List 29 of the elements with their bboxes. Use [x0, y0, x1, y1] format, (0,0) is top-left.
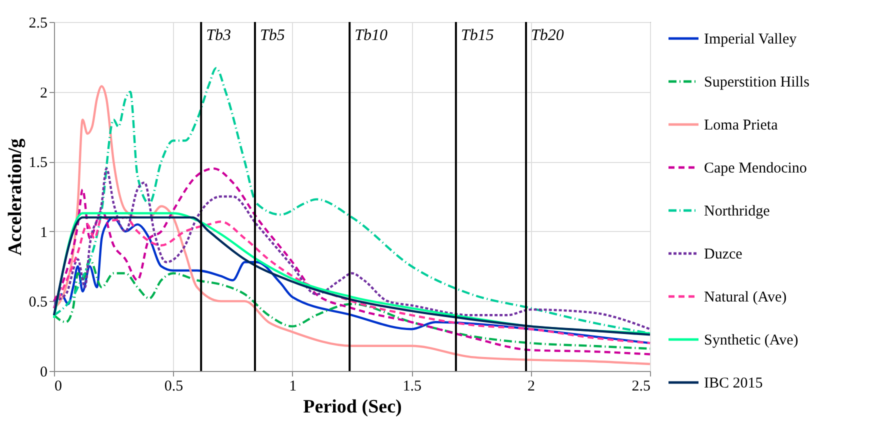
legend-label: Imperial Valley	[704, 32, 798, 48]
legend-label: Natural (Ave)	[704, 290, 787, 306]
x-tick-label: 2.5	[632, 378, 650, 394]
x-tick-label: 1.5	[402, 378, 422, 394]
x-tick-label: 0	[54, 378, 62, 394]
y-tick-label: 1.5	[28, 155, 48, 172]
legend-label: Superstition Hills	[704, 74, 810, 90]
x-tick-label: 2	[528, 378, 536, 394]
y-axis-title: Acceleration/g	[4, 138, 26, 256]
ref-line-label: Tb20	[531, 27, 564, 44]
ref-line-label: Tb15	[460, 27, 494, 44]
x-tick-label: 0.5	[164, 378, 184, 394]
legend-label: Loma Prieta	[704, 118, 778, 134]
y-tick-label: 2	[40, 85, 48, 102]
legend-label: Synthetic (Ave)	[704, 332, 798, 348]
y-tick-label: 0	[40, 364, 48, 380]
y-tick-label: 0.5	[28, 294, 48, 311]
legend-label: Cape Mendocino	[704, 160, 807, 176]
legend-label: Duzce	[704, 246, 743, 262]
y-tick-label: 1	[40, 224, 48, 241]
legend-label: IBC 2015	[704, 376, 763, 392]
x-axis-title: Period (Sec)	[303, 396, 402, 418]
ref-line-label: Tb10	[354, 27, 388, 44]
legend-label: Northridge	[704, 204, 770, 220]
ref-line-label: Tb3	[206, 27, 231, 44]
line-series	[52, 258, 652, 350]
y-tick-label: 2.5	[28, 16, 48, 32]
ref-line-label: Tb5	[260, 27, 285, 44]
x-tick-label: 1	[289, 378, 297, 394]
